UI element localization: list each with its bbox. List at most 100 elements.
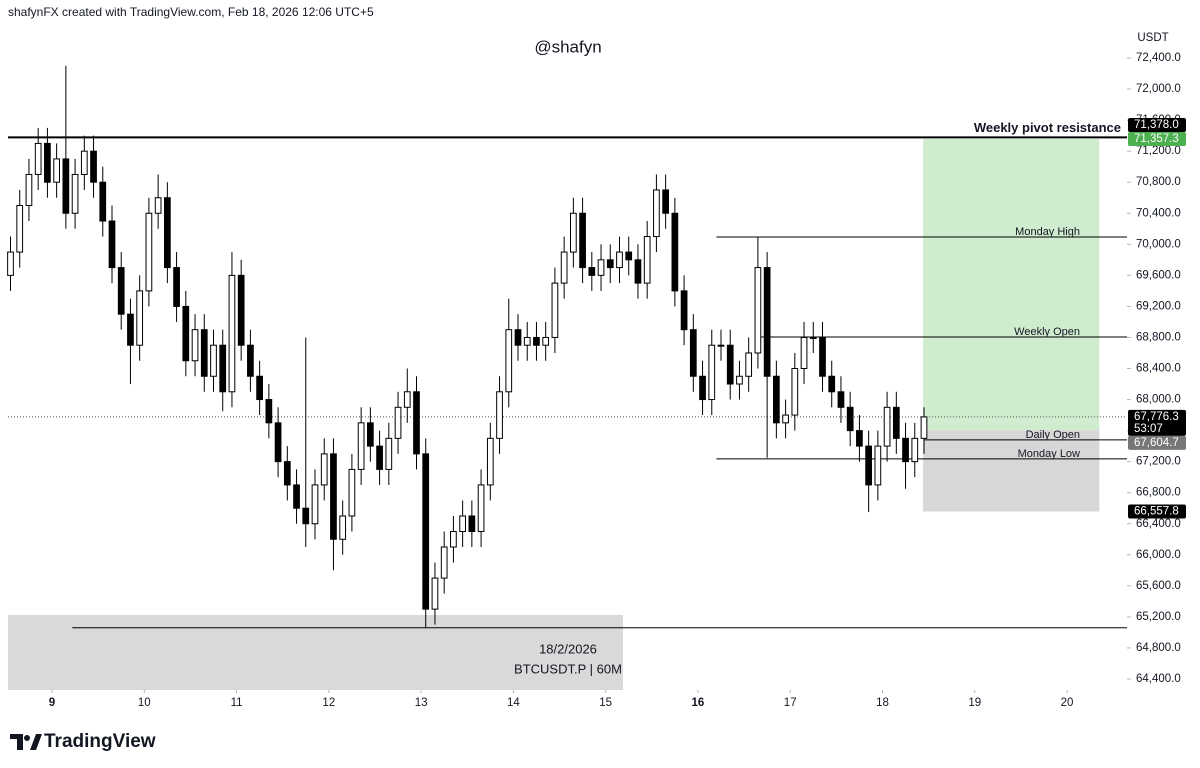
candle-body [228,274,236,393]
candle-body [403,391,411,408]
candle-body [579,212,586,269]
zone [923,430,1100,512]
candle-body [874,445,882,486]
candle-body [330,453,337,540]
candle-body [560,251,568,284]
level-label: Daily Open [1026,429,1080,441]
level-label: Monday Low [1018,448,1080,460]
candle-body [136,290,144,346]
candle-body [376,445,383,470]
candle-body [247,344,254,377]
y-tick-label: 65,200.0 [1136,611,1181,623]
y-tick-label: 70,000.0 [1136,238,1181,250]
candle-body [440,546,448,579]
candle-body [643,236,651,284]
candle-body [486,437,494,486]
y-tick-label: 64,400.0 [1136,673,1181,685]
price-tag [1128,504,1186,519]
candle-body [283,461,291,486]
candle-body [154,197,162,214]
candle-body [468,515,476,532]
candles [7,65,928,628]
candle-body [320,453,328,486]
candle-body [708,344,716,401]
price-tag [1128,131,1186,146]
candle-body [523,336,531,346]
candle-body [44,142,51,183]
candle-body [689,329,697,377]
candle-body [920,416,928,439]
candle-body [459,515,466,532]
level-label: Weekly Open [1014,326,1080,338]
y-tick-label: 68,000.0 [1136,394,1181,406]
x-tick-label: 17 [784,697,797,709]
candle-body [385,437,393,470]
candle-body [865,445,872,486]
info-box [8,615,623,690]
candle-body [819,336,826,377]
candle-body [145,212,153,292]
candle-body [902,437,909,463]
candle-body [413,391,420,455]
x-tick-label: 9 [49,697,55,709]
level-label: Weekly pivot resistance [974,120,1121,135]
candle-body [237,274,245,346]
candle-body [34,142,42,175]
price-tags: 71,357.3 71,378.0 67,776.353:07 67,604.7 66,… [1128,117,1186,519]
x-tick-label: 18 [876,697,889,709]
price-tag-countdown: 53:07 [1134,423,1163,435]
candle-body [117,267,125,315]
candle-body [274,422,282,463]
candle-body [53,158,60,183]
candle-body [71,173,79,214]
y-tick-label: 71,200.0 [1136,145,1181,157]
brand-name: TradingView [44,731,156,752]
x-tick-label: 11 [231,697,243,709]
y-tick-label: 66,400.0 [1136,518,1181,530]
candle-body [745,352,753,377]
candle-body [90,150,97,183]
candle-body [883,406,891,447]
candle-body [533,336,540,346]
y-tick-label: 72,400.0 [1136,52,1181,64]
price-tag-label: 67,604.7 [1134,437,1179,449]
price-tag-label: 67,776.3 [1134,411,1179,423]
candle-body [477,484,485,532]
zones [923,138,1100,512]
info-date: 18/2/2026 [539,641,597,656]
y-tick-label: 66,000.0 [1136,549,1181,561]
candle-body [773,375,780,424]
y-tick-label: 65,600.0 [1136,580,1181,592]
candle-body [7,251,14,276]
candle-body [394,406,402,439]
candle-body [588,267,596,276]
candle-body [16,204,24,253]
x-tick-label: 10 [138,697,151,709]
watermark: @shafyn [534,37,601,56]
price-tag-label: 71,357.3 [1134,133,1179,145]
candle-body [569,212,577,253]
y-tick-label: 67,200.0 [1136,456,1181,468]
x-tick-label: 13 [415,697,428,709]
candle-body [108,220,116,269]
y-tick-label: 66,800.0 [1136,487,1181,499]
candle-body [625,251,633,261]
candle-body [496,391,503,439]
candle-body [542,336,550,346]
candle-body [366,422,374,447]
candle-body [431,577,439,610]
candle-body [782,414,789,424]
candle-body [99,181,107,222]
y-tick-label: 68,400.0 [1136,363,1181,375]
candle-body [450,530,457,548]
zone [923,138,1100,431]
y-tick-label: 64,800.0 [1136,642,1181,654]
candle-body [671,212,679,292]
info-symbol: BTCUSDT.P | 60M [514,661,622,676]
candle-body [791,367,799,416]
candle-body [754,267,762,354]
candle-body [163,197,171,269]
y-tick-label: 70,800.0 [1136,176,1181,188]
candle-body [80,150,88,175]
